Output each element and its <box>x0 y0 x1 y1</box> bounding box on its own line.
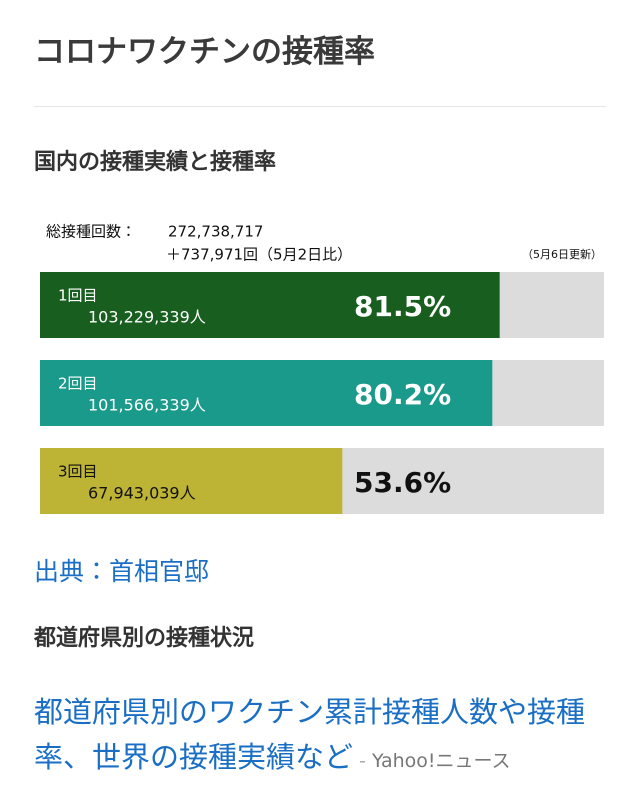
bar <box>40 272 500 338</box>
link-text[interactable]: 都道府県別のワクチン累計接種人数や接種率、世界の接種実績など <box>34 695 586 774</box>
dose-count: 103,229,339人 <box>88 308 206 327</box>
dose-count: 101,566,339人 <box>88 396 206 415</box>
total-change: ＋737,971回（5月2日比） <box>166 246 352 264</box>
bar <box>40 360 493 426</box>
value-label: 53.6% <box>354 466 451 499</box>
updated-date: （5月6日更新） <box>522 248 602 261</box>
separator: - <box>353 750 372 772</box>
dose-count: 67,943,039人 <box>88 484 196 503</box>
section-title: 国内の接種実績と接種率 <box>34 150 277 175</box>
divider <box>34 106 606 107</box>
total-label: 総接種回数： <box>46 223 136 241</box>
section-title: 都道府県別の接種状況 <box>34 626 255 651</box>
result-link: 都道府県別のワクチン累計接種人数や接種率、世界の接種実績など - Yahoo!ニ… <box>34 690 614 784</box>
dose-label: 3回目 <box>58 463 98 481</box>
chart: 総接種回数： 272,738,717 ＋737,971回（5月2日比） （5月6… <box>40 223 604 514</box>
page-title: コロナワクチンの接種率 <box>34 34 375 70</box>
dose-label: 2回目 <box>58 375 98 393</box>
dose-label: 1回目 <box>58 287 98 305</box>
source-link[interactable]: 出典：首相官邸 <box>34 557 210 586</box>
total-value: 272,738,717 <box>168 223 263 241</box>
bar <box>40 448 343 514</box>
site-name: Yahoo!ニュース <box>371 750 511 772</box>
value-label: 80.2% <box>354 378 451 411</box>
value-label: 81.5% <box>354 290 451 323</box>
